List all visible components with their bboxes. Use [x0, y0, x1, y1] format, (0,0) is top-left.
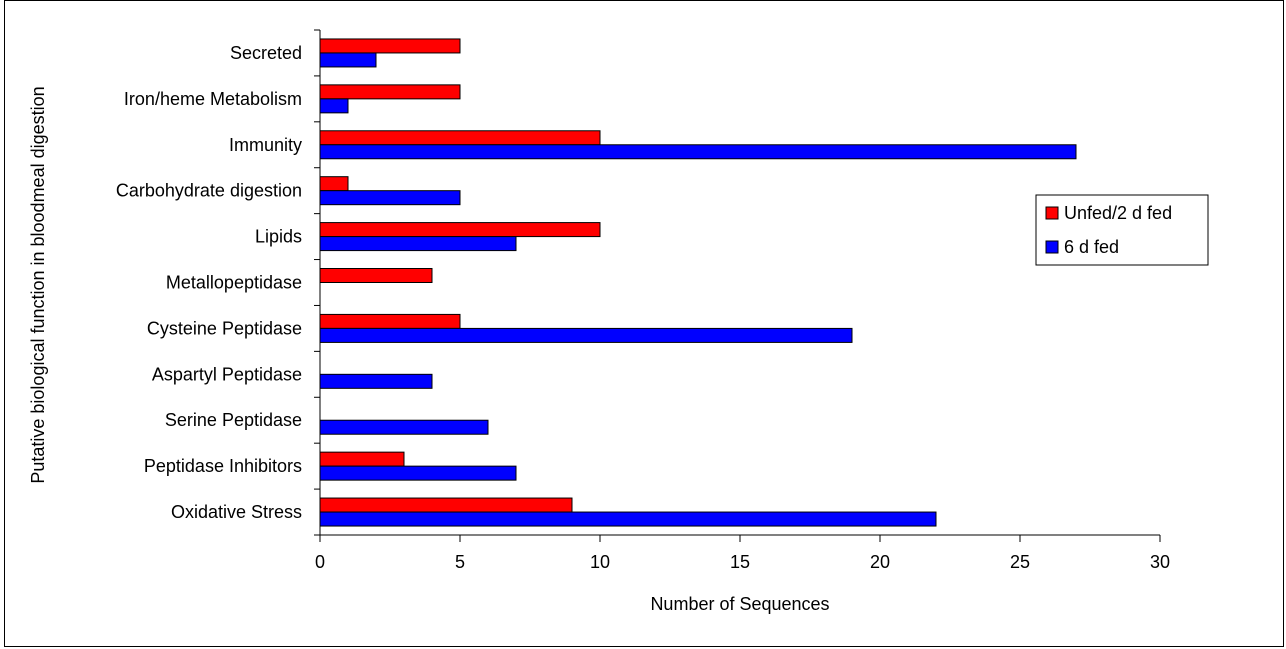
legend-box: [1035, 194, 1209, 266]
bar: [319, 465, 517, 481]
bar: [319, 373, 433, 389]
x-tick-label: 0: [315, 552, 325, 572]
category-label: Iron/heme Metabolism: [124, 89, 302, 109]
bar: [319, 144, 1077, 160]
category-label: Immunity: [229, 135, 302, 155]
x-tick-label: 10: [590, 552, 610, 572]
bar: [319, 38, 461, 54]
category-label: Aspartyl Peptidase: [152, 364, 302, 384]
y-ticks: [314, 29, 320, 536]
category-labels: Secreted Iron/heme Metabolism Immunity Carb…: [116, 43, 302, 522]
category-label: Metallopeptidase: [166, 273, 302, 293]
legend-label: Unfed/2 d fed: [1064, 203, 1172, 223]
x-axis-title: Number of Sequences: [650, 594, 829, 614]
category-label: Oxidative Stress: [171, 502, 302, 522]
bar: [319, 176, 349, 192]
category-label: Serine Peptidase: [165, 410, 302, 430]
legend-label: 6 d fed: [1064, 237, 1119, 257]
x-tick-label: 20: [870, 552, 890, 572]
x-ticks: [319, 535, 1161, 542]
chart-frame: [4, 0, 1284, 647]
bar: [319, 451, 405, 467]
bar: [319, 98, 349, 114]
bar: [319, 327, 853, 343]
category-label: Carbohydrate digestion: [116, 181, 302, 201]
legend: Unfed/2 d fed 6 d fed: [1035, 194, 1209, 266]
category-label: Peptidase Inhibitors: [144, 456, 302, 476]
bar: [319, 268, 433, 283]
bar: [319, 190, 461, 206]
bar: [319, 84, 461, 100]
category-label: Cysteine Peptidase: [147, 318, 302, 338]
legend-swatch: [1045, 206, 1059, 220]
x-tick-label: 5: [455, 552, 465, 572]
x-tick-label: 25: [1010, 552, 1030, 572]
legend-swatch: [1045, 240, 1059, 254]
bar: [319, 222, 601, 238]
category-label: Lipids: [255, 227, 302, 247]
bar: [319, 419, 489, 435]
bar: [319, 511, 937, 527]
x-tick-label: 15: [730, 552, 750, 572]
bar: [319, 52, 377, 68]
x-tick-labels: 0 5 10 15 20 25 30: [315, 552, 1170, 572]
x-tick-label: 30: [1150, 552, 1170, 572]
y-axis-title: Putative biological function in bloodmea…: [28, 86, 48, 483]
bar: [319, 497, 573, 513]
bars-layer: [319, 38, 1077, 527]
bar: [319, 130, 601, 146]
bar: [319, 313, 461, 329]
bar: [319, 236, 517, 252]
legend-items: Unfed/2 d fed 6 d fed: [1045, 203, 1172, 257]
category-label: Secreted: [230, 43, 302, 63]
